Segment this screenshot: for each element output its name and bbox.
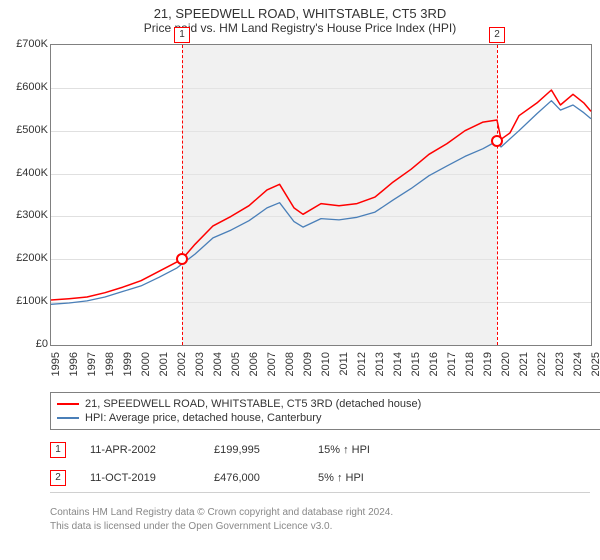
- x-axis-tick-label: 1999: [122, 352, 134, 376]
- footer-attribution: Contains HM Land Registry data © Crown c…: [50, 506, 590, 533]
- sale-dot: [491, 135, 503, 147]
- sale-row-marker: 2: [50, 470, 66, 486]
- x-axis-tick-label: 2025: [590, 352, 600, 376]
- sale-marker-box: 1: [174, 27, 190, 43]
- x-axis-tick-label: 1996: [68, 352, 80, 376]
- legend-swatch: [57, 403, 79, 405]
- x-axis-tick-label: 2014: [392, 352, 404, 376]
- y-axis-tick-label: £500K: [16, 124, 48, 136]
- sale-row-price: £476,000: [214, 472, 294, 484]
- y-axis-tick-label: £100K: [16, 295, 48, 307]
- x-axis-tick-label: 2002: [176, 352, 188, 376]
- sale-row: 2 11-OCT-2019 £476,000 5% ↑ HPI: [50, 464, 590, 492]
- page-title: 21, SPEEDWELL ROAD, WHITSTABLE, CT5 3RD: [0, 0, 600, 21]
- x-axis-tick-label: 2005: [230, 352, 242, 376]
- legend-swatch: [57, 417, 79, 419]
- sale-row-delta: 5% ↑ HPI: [318, 472, 408, 484]
- plot-area: 12: [50, 44, 592, 346]
- x-axis-tick-label: 2001: [158, 352, 170, 376]
- x-axis-tick-label: 1995: [50, 352, 62, 376]
- sales-table: 1 11-APR-2002 £199,995 15% ↑ HPI 2 11-OCT-201…: [50, 436, 590, 493]
- sale-row-date: 11-APR-2002: [90, 444, 190, 456]
- x-axis-tick-label: 2010: [320, 352, 332, 376]
- x-axis-tick-label: 2013: [374, 352, 386, 376]
- x-axis-tick-label: 2019: [482, 352, 494, 376]
- sale-row: 1 11-APR-2002 £199,995 15% ↑ HPI: [50, 436, 590, 464]
- sale-row-date: 11-OCT-2019: [90, 472, 190, 484]
- series-line: [51, 101, 591, 305]
- x-axis-tick-label: 2017: [446, 352, 458, 376]
- x-axis-tick-label: 2004: [212, 352, 224, 376]
- x-axis-tick-label: 2011: [338, 352, 350, 376]
- series-line: [51, 90, 591, 300]
- x-axis-tick-label: 2016: [428, 352, 440, 376]
- x-axis-tick-label: 2015: [410, 352, 422, 376]
- sale-row-marker: 1: [50, 442, 66, 458]
- x-axis-tick-label: 2024: [572, 352, 584, 376]
- sale-marker-box: 2: [489, 27, 505, 43]
- x-axis-tick-label: 2003: [194, 352, 206, 376]
- x-axis-tick-label: 2022: [536, 352, 548, 376]
- legend-row: 21, SPEEDWELL ROAD, WHITSTABLE, CT5 3RD …: [57, 397, 595, 411]
- x-axis-tick-label: 2020: [500, 352, 512, 376]
- legend-row: HPI: Average price, detached house, Cant…: [57, 411, 595, 425]
- x-axis-tick-label: 2023: [554, 352, 566, 376]
- footer-line-1: Contains HM Land Registry data © Crown c…: [50, 506, 590, 520]
- x-axis-tick-label: 2021: [518, 352, 530, 376]
- x-axis-tick-label: 2007: [266, 352, 278, 376]
- y-axis-tick-label: £400K: [16, 167, 48, 179]
- footer-line-2: This data is licensed under the Open Gov…: [50, 520, 590, 534]
- y-axis-tick-label: £200K: [16, 252, 48, 264]
- sale-row-price: £199,995: [214, 444, 294, 456]
- chart-area: £0£100K£200K£300K£400K£500K£600K£700K 12…: [0, 44, 600, 384]
- page-subtitle: Price paid vs. HM Land Registry's House …: [0, 21, 600, 39]
- x-axis-tick-label: 2000: [140, 352, 152, 376]
- x-axis-tick-label: 1997: [86, 352, 98, 376]
- sale-row-delta: 15% ↑ HPI: [318, 444, 408, 456]
- legend-label: 21, SPEEDWELL ROAD, WHITSTABLE, CT5 3RD …: [85, 398, 421, 410]
- legend-label: HPI: Average price, detached house, Cant…: [85, 412, 321, 424]
- x-axis-tick-label: 2012: [356, 352, 368, 376]
- x-axis-tick-label: 2008: [284, 352, 296, 376]
- x-axis-tick-label: 1998: [104, 352, 116, 376]
- sale-dot: [176, 253, 188, 265]
- x-axis-tick-label: 2009: [302, 352, 314, 376]
- y-axis-tick-label: £0: [36, 338, 48, 350]
- x-axis-tick-label: 2006: [248, 352, 260, 376]
- y-axis-tick-label: £300K: [16, 209, 48, 221]
- legend-box: 21, SPEEDWELL ROAD, WHITSTABLE, CT5 3RD …: [50, 392, 600, 430]
- y-axis-tick-label: £700K: [16, 38, 48, 50]
- x-axis-tick-label: 2018: [464, 352, 476, 376]
- y-axis-tick-label: £600K: [16, 81, 48, 93]
